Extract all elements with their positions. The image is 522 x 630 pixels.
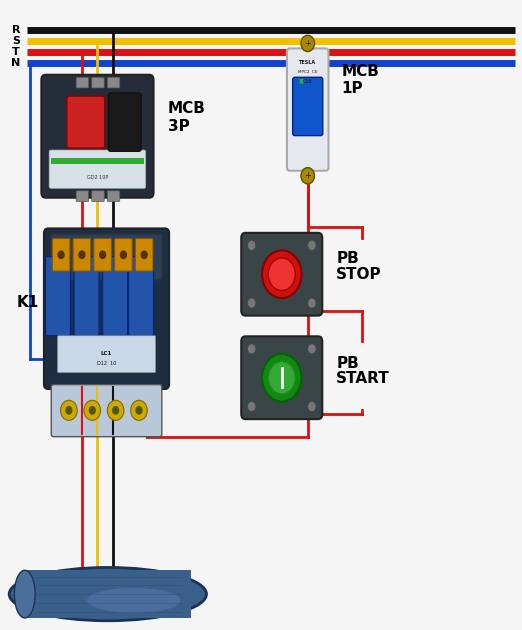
- Circle shape: [99, 250, 106, 259]
- Ellipse shape: [87, 588, 181, 613]
- Text: MPC2  CE: MPC2 CE: [298, 71, 317, 74]
- Circle shape: [262, 250, 302, 298]
- FancyBboxPatch shape: [115, 239, 132, 271]
- FancyBboxPatch shape: [51, 234, 162, 280]
- Ellipse shape: [9, 568, 207, 621]
- FancyBboxPatch shape: [51, 385, 162, 437]
- Circle shape: [247, 298, 256, 308]
- FancyBboxPatch shape: [94, 239, 112, 271]
- Circle shape: [112, 406, 119, 415]
- Text: +: +: [304, 39, 311, 48]
- FancyBboxPatch shape: [52, 239, 70, 271]
- Text: LC1: LC1: [101, 352, 112, 357]
- Text: ■: ■: [299, 79, 304, 84]
- FancyBboxPatch shape: [241, 233, 322, 316]
- Text: STOP: STOP: [336, 266, 382, 282]
- FancyBboxPatch shape: [76, 191, 89, 202]
- Ellipse shape: [15, 570, 35, 618]
- Text: MCB
1P: MCB 1P: [341, 64, 379, 96]
- Circle shape: [301, 35, 314, 52]
- Circle shape: [308, 344, 316, 354]
- Text: PB: PB: [336, 356, 359, 371]
- FancyBboxPatch shape: [103, 256, 127, 336]
- FancyBboxPatch shape: [128, 256, 153, 336]
- Text: D12  10: D12 10: [97, 362, 116, 367]
- Circle shape: [308, 241, 316, 250]
- Text: S: S: [12, 36, 20, 46]
- Circle shape: [57, 250, 65, 259]
- Circle shape: [308, 401, 316, 411]
- FancyBboxPatch shape: [74, 256, 99, 336]
- Circle shape: [78, 250, 86, 259]
- Circle shape: [268, 258, 295, 290]
- FancyBboxPatch shape: [45, 256, 70, 336]
- Circle shape: [130, 400, 147, 420]
- Circle shape: [268, 362, 295, 394]
- Text: +: +: [304, 171, 311, 180]
- Text: R: R: [11, 25, 20, 35]
- Bar: [51, 158, 144, 164]
- FancyBboxPatch shape: [67, 96, 105, 148]
- FancyBboxPatch shape: [92, 191, 104, 202]
- Text: START: START: [336, 372, 390, 386]
- Circle shape: [308, 298, 316, 308]
- Circle shape: [247, 344, 256, 354]
- Circle shape: [89, 406, 96, 415]
- Text: PB: PB: [336, 251, 359, 266]
- FancyBboxPatch shape: [135, 239, 153, 271]
- Circle shape: [61, 400, 77, 420]
- Circle shape: [108, 400, 124, 420]
- Circle shape: [247, 241, 256, 250]
- FancyBboxPatch shape: [293, 77, 323, 135]
- Text: TESLA: TESLA: [299, 60, 316, 66]
- FancyBboxPatch shape: [92, 77, 104, 88]
- FancyBboxPatch shape: [287, 49, 328, 171]
- Text: T: T: [12, 47, 20, 57]
- Circle shape: [140, 250, 148, 259]
- FancyBboxPatch shape: [108, 191, 120, 202]
- Bar: [25, 570, 191, 618]
- Text: N: N: [11, 59, 20, 69]
- Text: MCB
3P: MCB 3P: [168, 101, 206, 134]
- FancyBboxPatch shape: [241, 336, 322, 419]
- FancyBboxPatch shape: [109, 93, 141, 151]
- FancyBboxPatch shape: [108, 77, 120, 88]
- FancyBboxPatch shape: [41, 75, 153, 198]
- Text: K1: K1: [16, 295, 39, 310]
- Text: C16: C16: [303, 79, 313, 84]
- Text: GD2 10P: GD2 10P: [87, 175, 108, 180]
- Circle shape: [247, 401, 256, 411]
- FancyBboxPatch shape: [73, 239, 91, 271]
- Circle shape: [135, 406, 143, 415]
- Circle shape: [301, 168, 314, 184]
- FancyBboxPatch shape: [49, 150, 146, 188]
- FancyBboxPatch shape: [76, 77, 89, 88]
- Circle shape: [65, 406, 73, 415]
- Circle shape: [120, 250, 127, 259]
- FancyBboxPatch shape: [44, 229, 169, 389]
- Circle shape: [262, 354, 302, 401]
- Circle shape: [84, 400, 101, 420]
- FancyBboxPatch shape: [57, 336, 156, 373]
